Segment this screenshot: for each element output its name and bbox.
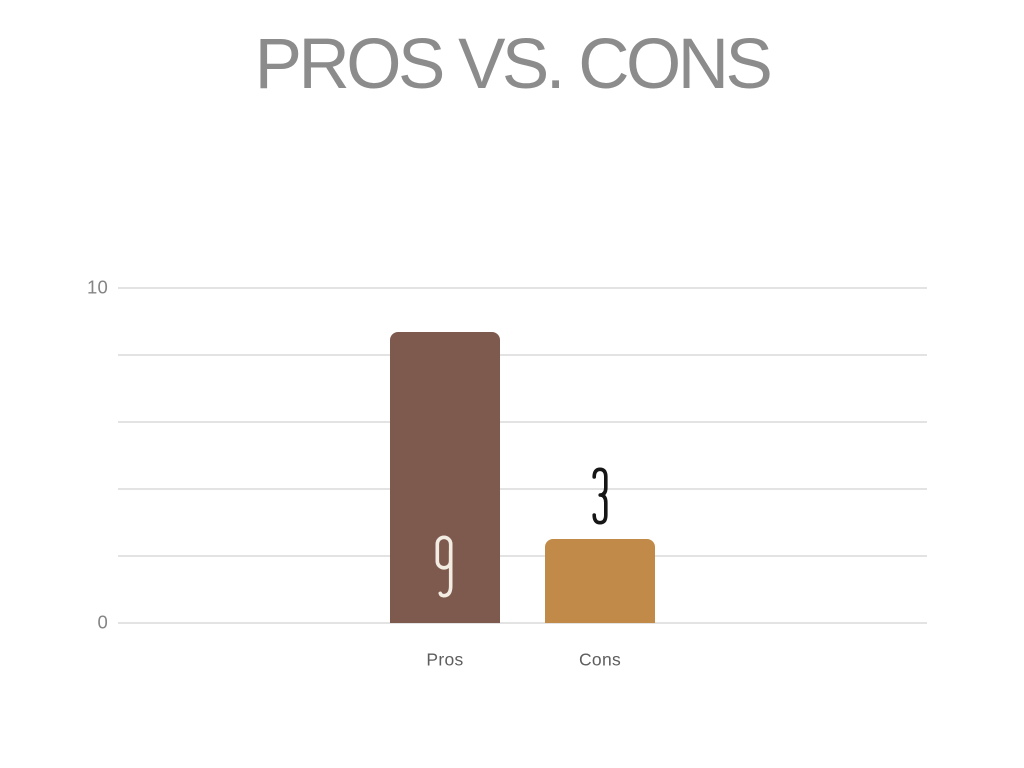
bar-value-label-cons (590, 467, 610, 525)
gridline (118, 622, 927, 624)
gridline (118, 555, 927, 557)
y-axis-tick-label: 10 (87, 276, 108, 298)
category-label-cons: Cons (578, 649, 622, 670)
y-axis-tick-label: 0 (97, 611, 108, 633)
gridline (118, 421, 927, 423)
bar-pros (390, 331, 500, 623)
gridline (118, 488, 927, 490)
category-label-pros: Pros (426, 649, 464, 670)
gridline (118, 354, 927, 356)
gridline (118, 287, 927, 289)
slide-title: PROS VS. CONS (254, 25, 773, 104)
digit-3-glyph (592, 467, 608, 525)
bar-cons (545, 539, 655, 623)
